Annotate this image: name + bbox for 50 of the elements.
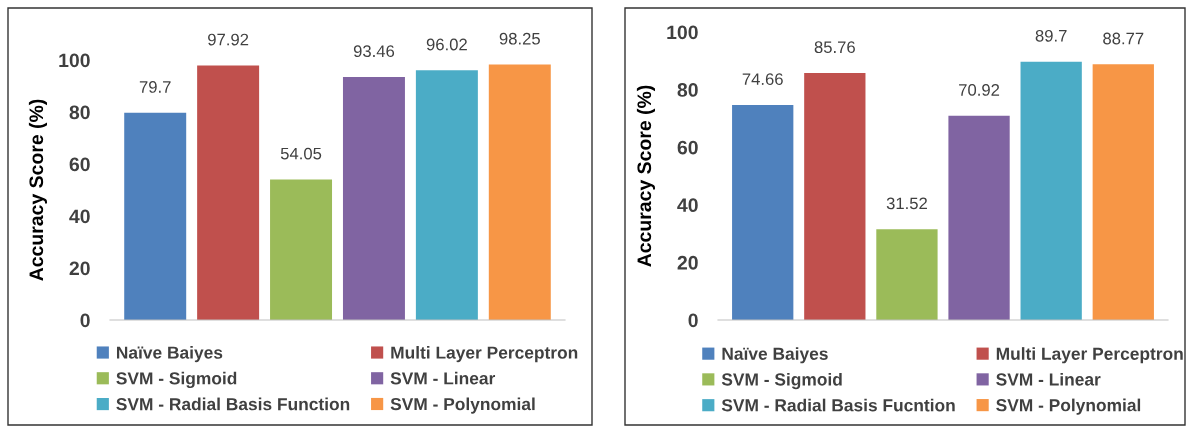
legend-label: Multi Layer Perceptron bbox=[391, 346, 578, 363]
data-label: 74.66 bbox=[742, 73, 783, 86]
y-tick-label: 60 bbox=[69, 157, 90, 172]
legend-label: SVM - Polynomial bbox=[996, 398, 1141, 415]
y-tick-label: 40 bbox=[69, 209, 90, 224]
bar bbox=[197, 65, 260, 320]
legend-label: SVM - Radial Basis Function bbox=[116, 397, 350, 411]
data-label: 54.05 bbox=[280, 147, 322, 160]
legend-label: SVM - Linear bbox=[996, 372, 1101, 386]
data-label: 93.46 bbox=[353, 45, 395, 58]
data-label: 31.52 bbox=[886, 197, 927, 210]
y-tick-label: 20 bbox=[677, 255, 698, 270]
y-tick-label: 100 bbox=[667, 25, 698, 40]
bar bbox=[488, 64, 551, 320]
bar bbox=[732, 104, 794, 320]
data-label: 88.77 bbox=[1103, 32, 1144, 45]
bar bbox=[415, 70, 478, 320]
bar bbox=[876, 229, 938, 320]
data-label: 96.02 bbox=[426, 38, 467, 51]
y-axis-title: Accuracy Score (%) bbox=[28, 99, 48, 281]
data-label: 98.25 bbox=[499, 32, 540, 45]
y-tick-label: 0 bbox=[80, 313, 90, 328]
y-tick-label: 0 bbox=[688, 313, 698, 328]
bar bbox=[342, 77, 405, 320]
legend-label: Naïve Baiyes bbox=[722, 347, 828, 364]
data-label: 85.76 bbox=[814, 41, 855, 54]
bar bbox=[270, 179, 333, 320]
legend-label: Naïve Baiyes bbox=[116, 346, 223, 363]
data-label: 89.7 bbox=[1035, 29, 1067, 42]
legend-label: SVM - Polynomial bbox=[390, 397, 535, 414]
y-axis-title: Accuracy Score (%) bbox=[636, 85, 656, 267]
legend-label: SVM - Radial Basis Fucntion bbox=[721, 398, 955, 412]
legend-label: SVM - Linear bbox=[390, 371, 496, 385]
legend-label: Multi Layer Perceptron bbox=[996, 347, 1183, 364]
legend-label: SVM - Sigmoid bbox=[116, 371, 237, 389]
y-tick-label: 100 bbox=[59, 53, 90, 68]
legend-label: SVM - Sigmoid bbox=[721, 372, 842, 390]
y-tick-label: 60 bbox=[677, 140, 698, 155]
y-tick-label: 80 bbox=[69, 105, 90, 120]
data-label: 79.7 bbox=[139, 81, 171, 93]
y-tick-label: 80 bbox=[677, 83, 698, 97]
bar bbox=[1020, 61, 1082, 320]
bar bbox=[1092, 64, 1154, 320]
data-label: 97.92 bbox=[208, 33, 249, 46]
bar bbox=[804, 73, 866, 320]
y-tick-label: 20 bbox=[69, 261, 90, 276]
bar bbox=[124, 112, 187, 320]
y-tick-label: 40 bbox=[677, 198, 698, 213]
bar bbox=[948, 115, 1010, 320]
data-label: 70.92 bbox=[959, 83, 1000, 96]
